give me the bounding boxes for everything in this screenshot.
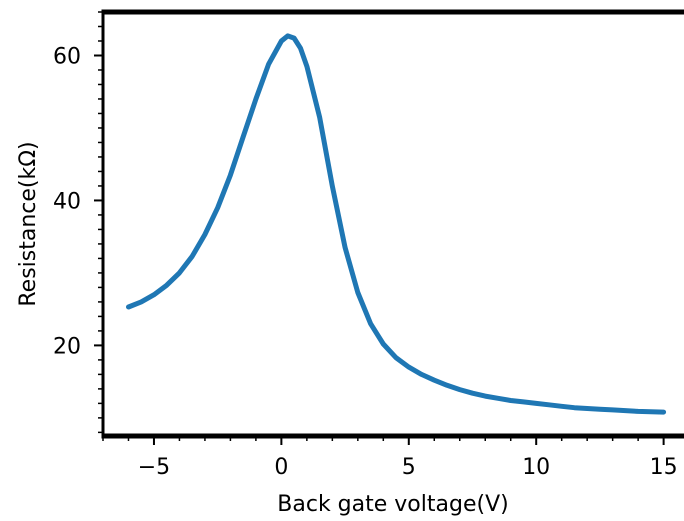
x-tick-label: 10 bbox=[522, 455, 550, 480]
x-tick-label: −5 bbox=[138, 455, 170, 480]
series-layer bbox=[126, 33, 667, 415]
series-line bbox=[126, 33, 667, 415]
y-axis-ticks: 20 40 60 bbox=[53, 11, 103, 434]
y-tick-label: 40 bbox=[53, 189, 81, 214]
x-axis-label: Back gate voltage(V) bbox=[277, 492, 508, 517]
x-tick-label: 0 bbox=[274, 455, 288, 480]
y-tick-label: 60 bbox=[53, 44, 81, 69]
x-tick-label: 15 bbox=[650, 455, 678, 480]
y-tick-label: 20 bbox=[53, 334, 81, 359]
x-tick-label: 5 bbox=[402, 455, 416, 480]
y-axis-label: Resistance(kΩ) bbox=[16, 141, 41, 306]
x-axis-ticks: −5 0 5 10 15 bbox=[102, 436, 678, 480]
axes-frame bbox=[101, 9, 684, 439]
